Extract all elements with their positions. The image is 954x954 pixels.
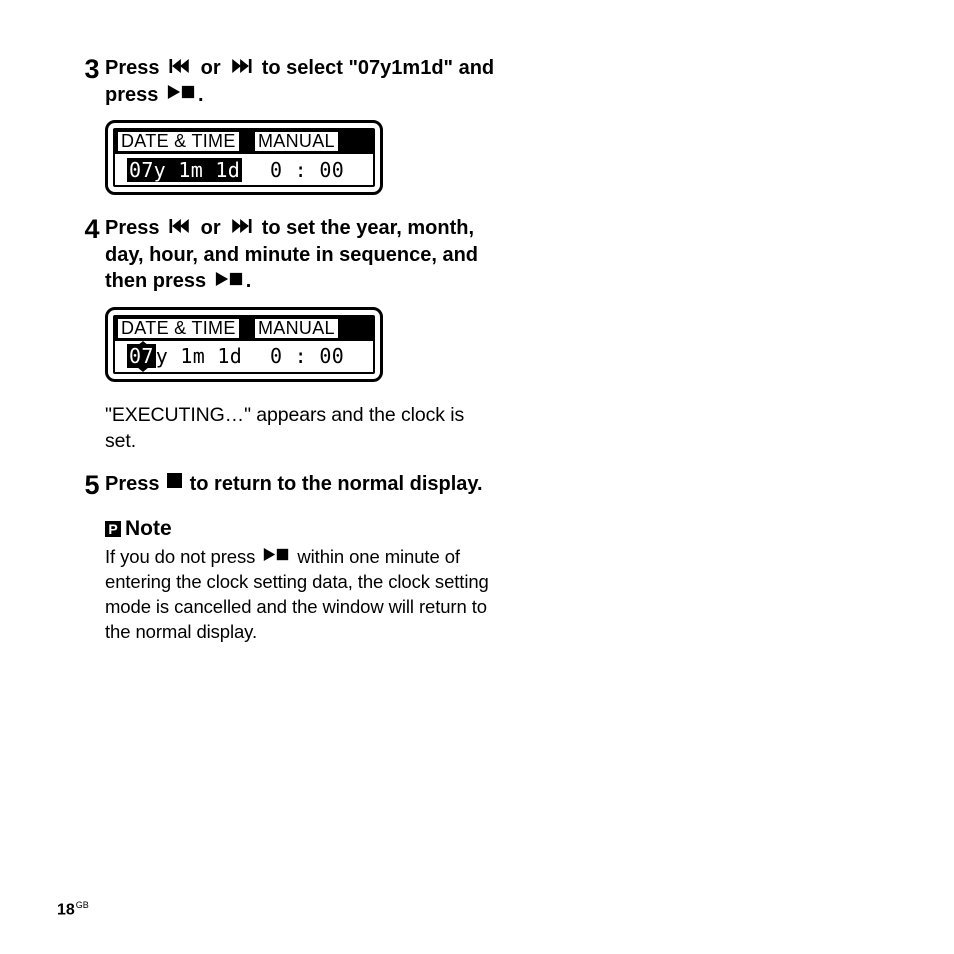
lcd-date-selected-2: 07 <box>127 344 156 368</box>
lcd-header-left-2: DATE & TIME <box>118 319 239 338</box>
lcd-screen-2: DATE & TIME MANUAL 07y 1m 1d 0 : 00 <box>105 307 383 382</box>
note-heading-text: Note <box>125 517 172 540</box>
page-number-value: 18 <box>57 901 75 918</box>
page-region: GB <box>76 900 89 910</box>
lcd-date-rest-2: y 1m 1d <box>156 344 242 368</box>
lcd-time-1: 0 : 00 <box>270 158 344 182</box>
lcd-date-1: 07y 1m 1d <box>127 158 242 182</box>
lcd-screen-2-wrap: DATE & TIME MANUAL 07y 1m 1d 0 : 00 <box>105 307 495 382</box>
arrow-up-icon <box>137 341 149 346</box>
step-3-text-a: Press <box>105 57 165 79</box>
prev-icon <box>167 214 193 240</box>
lcd-header-right-2: MANUAL <box>255 319 338 338</box>
stop-icon <box>167 469 182 495</box>
lcd-time-2: 0 : 00 <box>270 344 344 368</box>
note-marker-icon: P <box>105 521 121 537</box>
step-4-number: 4 <box>75 215 99 243</box>
lcd-header-2: DATE & TIME MANUAL <box>115 317 373 341</box>
next-icon <box>228 54 254 80</box>
step-5-number: 5 <box>75 471 99 499</box>
lcd-inner-1: DATE & TIME MANUAL 07y 1m 1d 0 : 00 <box>113 128 375 187</box>
lcd-header-1: DATE & TIME MANUAL <box>115 130 373 154</box>
step-3-text-b: or <box>195 57 226 79</box>
step-3-text-d: . <box>198 84 204 106</box>
step-4-body: Press or to set the year, month, day, ho… <box>105 215 495 294</box>
step-4-text-b: or <box>195 217 226 239</box>
note-body-a: If you do not press <box>105 546 260 567</box>
step-4-text-d: . <box>246 270 252 292</box>
page-container: 3 Press or to select "07y1m1d" and press… <box>0 0 954 954</box>
arrow-down-icon <box>137 367 149 372</box>
lcd-screen-1-wrap: DATE & TIME MANUAL 07y 1m 1d 0 : 00 <box>105 120 495 195</box>
playstop-icon <box>214 267 244 293</box>
prev-icon <box>167 54 193 80</box>
step-3-text: Press or to select "07y1m1d" and press . <box>105 57 494 106</box>
step-5-text-b: to return to the normal display. <box>184 473 483 495</box>
step-5-body: Press to return to the normal display. P… <box>105 471 495 646</box>
step-3-number: 3 <box>75 55 99 83</box>
playstop-icon <box>262 543 290 568</box>
step-4-text: Press or to set the year, month, day, ho… <box>105 217 478 292</box>
lcd-row-2: 07y 1m 1d 0 : 00 <box>115 341 373 372</box>
content-column: 3 Press or to select "07y1m1d" and press… <box>75 55 495 645</box>
step-3: 3 Press or to select "07y1m1d" and press… <box>75 55 495 108</box>
step-5-text: Press to return to the normal display. <box>105 473 483 495</box>
step-4-text-a: Press <box>105 217 165 239</box>
step-5: 5 Press to return to the normal display.… <box>75 471 495 646</box>
lcd-screen-1: DATE & TIME MANUAL 07y 1m 1d 0 : 00 <box>105 120 383 195</box>
lcd-header-right-1: MANUAL <box>255 132 338 151</box>
lcd-row-1: 07y 1m 1d 0 : 00 <box>115 154 373 185</box>
note-body: If you do not press within one minute of… <box>105 545 495 646</box>
lcd-inner-2: DATE & TIME MANUAL 07y 1m 1d 0 : 00 <box>113 315 375 374</box>
step-4: 4 Press or to set the year, month, day, … <box>75 215 495 294</box>
playstop-icon <box>166 80 196 106</box>
step-4-followup: "EXECUTING…" appears and the clock is se… <box>105 402 495 455</box>
page-number: 18GB <box>57 900 89 919</box>
note-heading: PNote <box>105 515 495 542</box>
lcd-date-2: 07y 1m 1d <box>127 344 242 368</box>
step-5-text-a: Press <box>105 473 165 495</box>
next-icon <box>228 214 254 240</box>
step-3-body: Press or to select "07y1m1d" and press . <box>105 55 495 108</box>
lcd-header-left-1: DATE & TIME <box>118 132 239 151</box>
lcd-date-selected-1: 07y 1m 1d <box>127 158 242 182</box>
